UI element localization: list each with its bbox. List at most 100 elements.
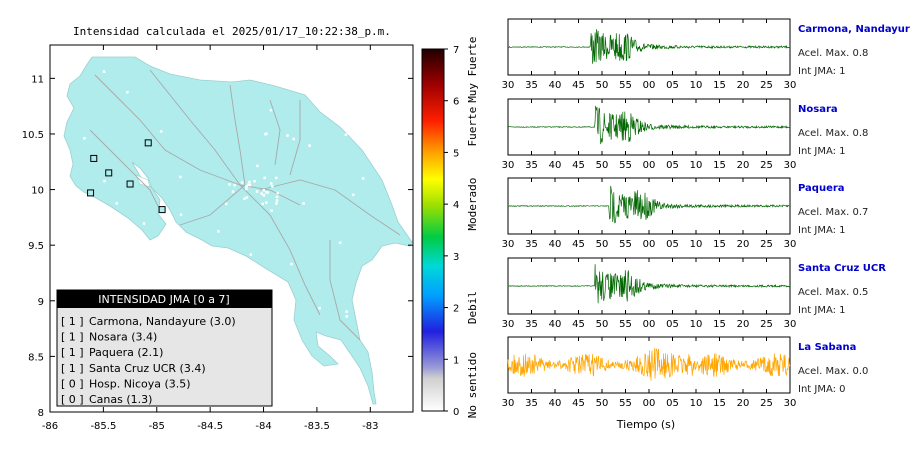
town-marker <box>261 202 265 206</box>
road <box>289 100 301 176</box>
time-tick-label: 50 <box>596 160 609 171</box>
map-frame <box>49 44 414 413</box>
colorbar-tick-label: 6 <box>453 97 459 108</box>
time-tick-label: 55 <box>619 160 632 171</box>
road <box>329 240 361 341</box>
map-x-tick-label: -85.5 <box>90 421 116 432</box>
time-tick-label: 55 <box>619 319 632 330</box>
colorbar-category: No sentido <box>466 352 479 418</box>
colorbar-category: Moderado <box>466 178 479 231</box>
time-tick-label: 30 <box>784 319 797 330</box>
time-tick-label: 45 <box>572 319 585 330</box>
station-marker <box>90 154 98 162</box>
time-tick-label: 10 <box>690 319 703 330</box>
station-name: Carmona, Nandayure <box>798 24 910 35</box>
station-jma: Int JMA: 1 <box>798 146 846 157</box>
colorbar-gradient <box>421 48 445 412</box>
map-y-tick-label: 8 <box>38 408 44 419</box>
town-marker <box>179 175 182 179</box>
town-marker <box>361 177 365 180</box>
waveform-trace <box>507 105 791 145</box>
town-marker <box>159 130 163 133</box>
time-tick-label: 30 <box>502 398 515 409</box>
time-tick-label: 10 <box>690 239 703 250</box>
town-marker <box>255 190 259 193</box>
figure-title: Intensidad calculada el 2025/01/17_10:22… <box>73 25 391 38</box>
town-marker <box>233 183 236 187</box>
time-tick-label: 55 <box>619 239 632 250</box>
town-marker <box>269 108 273 112</box>
waveform-panel: 30 35 40 45 50 55 00 05 10 15 20 25 30 Paquera Acel. M… <box>502 177 868 250</box>
town-marker <box>351 193 355 197</box>
time-tick-label: 40 <box>549 80 562 91</box>
waveform-panel: 30 35 40 45 50 55 00 05 10 15 20 25 30 Santa Cruz UCR… <box>502 257 886 330</box>
time-tick-label: 25 <box>760 319 773 330</box>
time-tick-label: 25 <box>760 239 773 250</box>
town-marker <box>102 70 106 73</box>
time-tick-label: 25 <box>760 398 773 409</box>
time-tick-label: 00 <box>643 80 656 91</box>
town-marker <box>225 202 228 206</box>
legend-item-name: Nosara (3.4) <box>89 331 157 344</box>
time-tick-label: 45 <box>572 80 585 91</box>
time-tick-label: 00 <box>643 398 656 409</box>
time-tick-label: 05 <box>666 319 679 330</box>
town-marker <box>262 189 266 192</box>
time-tick-label: 50 <box>596 319 609 330</box>
time-tick-label: 00 <box>643 160 656 171</box>
town-marker <box>265 190 268 194</box>
legend-item-level: [ 1 ] <box>61 331 84 344</box>
legend-item-level: [ 1 ] <box>61 315 84 328</box>
road <box>229 84 246 186</box>
town-marker <box>126 91 129 94</box>
legend-item-name: Canas (1.3) <box>89 393 152 406</box>
time-tick-label: 20 <box>737 239 750 250</box>
map-x-tick-label: -85 <box>149 421 165 432</box>
legend-title: INTENSIDAD JMA [0 a 7] <box>98 293 229 306</box>
station-name: Santa Cruz UCR <box>798 263 886 274</box>
station-marker <box>158 206 166 214</box>
time-tick-label: 35 <box>525 398 538 409</box>
town-marker <box>260 192 263 195</box>
intensity-legend: INTENSIDAD JMA [0 a 7] [ 1 ] Carmona, Nan… <box>56 289 273 407</box>
time-tick-label: 20 <box>737 80 750 91</box>
time-tick-label: 30 <box>784 80 797 91</box>
map-x-tick-label: -86 <box>42 421 58 432</box>
town-marker <box>231 256 234 259</box>
legend-item-level: [ 1 ] <box>61 346 84 359</box>
town-marker <box>270 209 273 212</box>
time-axis-label: Tiempo (s) <box>616 418 675 431</box>
colorbar-category: Fuerte <box>466 107 479 147</box>
time-tick-label: 15 <box>713 80 726 91</box>
map-x-axis: -86 -85.5 -85 -84.5 -84 -83.5 -83 <box>42 45 378 432</box>
time-tick-label: 10 <box>690 160 703 171</box>
town-marker <box>95 277 99 281</box>
time-tick-label: 55 <box>619 398 632 409</box>
road <box>149 69 301 206</box>
colorbar-category: Debil <box>466 291 479 324</box>
town-marker <box>256 164 259 168</box>
station-name: Paquera <box>798 183 845 194</box>
time-tick-label: 45 <box>572 398 585 409</box>
waveform-trace <box>507 185 791 224</box>
time-tick-label: 40 <box>549 398 562 409</box>
road <box>269 99 281 166</box>
station-accel: Acel. Max. 0.5 <box>798 287 868 298</box>
town-marker <box>253 179 256 183</box>
map-y-tick-label: 10 <box>31 186 44 197</box>
town-marker <box>286 134 289 137</box>
map-x-tick-label: -84.5 <box>197 421 223 432</box>
station-marker <box>144 139 152 147</box>
waveform-panel: 30 35 40 45 50 55 00 05 10 15 20 25 30 Nosara Acel. Ma… <box>502 98 868 171</box>
map-y-axis: 11 10.5 10 9.5 9 8.5 8 <box>22 74 413 419</box>
town-marker <box>345 315 349 318</box>
legend-header <box>57 290 272 308</box>
town-marker <box>249 253 253 256</box>
town-marker <box>179 213 183 217</box>
colorbar-tick-label: 4 <box>453 200 459 211</box>
waveform-panel: 30 35 40 45 50 55 00 05 10 15 20 25 30 Carmona, Nanda… <box>502 18 910 91</box>
colorbar-tick-label: 0 <box>453 407 459 418</box>
waveform-panel: 30 35 40 45 50 55 00 05 10 15 20 25 30 La Sabana Acel.… <box>502 336 868 409</box>
station-accel: Acel. Max. 0.0 <box>798 366 868 377</box>
